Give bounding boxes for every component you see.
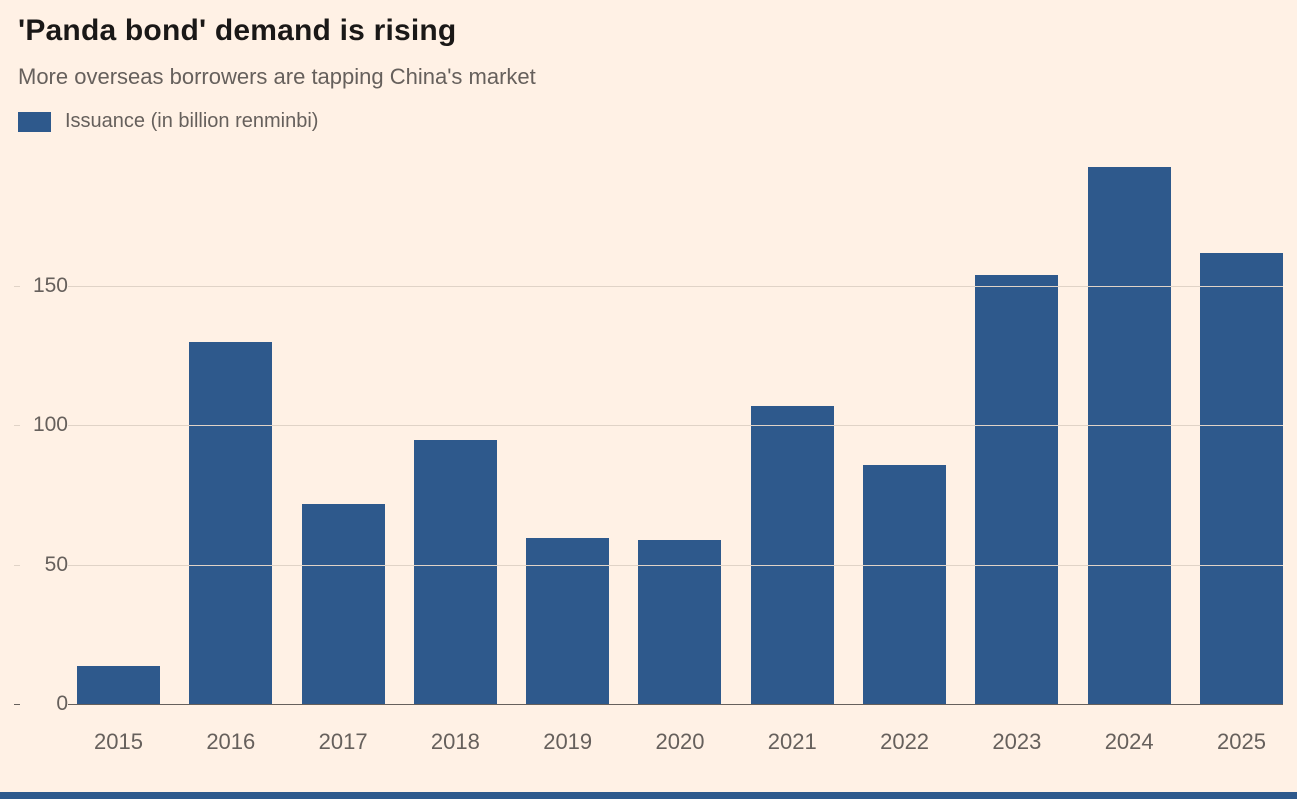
x-tick-label: 2017	[318, 729, 368, 754]
bar-2017	[301, 504, 385, 705]
x-axis-baseline	[14, 704, 1283, 705]
y-tick-label: 0	[20, 690, 68, 718]
page-subtitle: More overseas borrowers are tapping Chin…	[18, 64, 536, 89]
bar-slot	[526, 147, 610, 705]
bar-2016	[189, 342, 273, 705]
bar-2015	[77, 665, 160, 705]
legend-label: Issuance (in billion renminbi)	[65, 110, 319, 132]
bar-2018	[413, 439, 497, 705]
bar-2025	[1199, 253, 1283, 705]
x-tick-label: 2015	[94, 729, 143, 754]
gridline	[14, 564, 1283, 566]
bar-slot	[301, 147, 385, 705]
bar-slot	[1087, 147, 1171, 705]
x-tick-label: 2019	[543, 729, 593, 754]
x-tick-label: 2022	[880, 729, 930, 754]
bar-slot	[750, 147, 834, 705]
footer-strip	[0, 792, 1297, 799]
x-tick-label: 2023	[992, 729, 1042, 754]
x-tick-label: 2021	[767, 729, 817, 754]
x-tick-label: 2020	[655, 729, 705, 754]
plot-area: 0 50 100 150	[14, 147, 1283, 718]
bar-slot	[77, 147, 160, 705]
bar-slot	[189, 147, 273, 705]
page-title: 'Panda bond' demand is rising	[18, 14, 457, 47]
x-tick-label: 2025	[1216, 729, 1266, 754]
bar-slot	[413, 147, 497, 705]
x-tick-label: 2016	[206, 729, 256, 754]
x-tick-label: 2024	[1104, 729, 1154, 754]
y-tick-label: 100	[20, 411, 68, 439]
legend-swatch-icon	[18, 111, 51, 132]
bars-container	[77, 147, 1283, 705]
x-axis-labels: 2015 2016 2017 2018 2019 2020 2021 2022 2023 2024…	[77, 715, 1283, 773]
x-tick-label: 2018	[430, 729, 480, 754]
bar-2020	[638, 540, 722, 705]
bar-slot	[975, 147, 1059, 705]
y-tick-label: 50	[20, 550, 68, 579]
bar-slot	[1199, 147, 1283, 705]
gridline	[14, 425, 1283, 426]
bar-2019	[526, 537, 610, 705]
chart: 0 50 100 150 2015 2016 2017 2018 2019 2020 2021 20…	[14, 147, 1283, 773]
gridline	[14, 285, 1283, 287]
chart-header: 'Panda bond' demand is rising More overs…	[0, 0, 1297, 133]
y-tick-label: 150	[20, 271, 68, 300]
legend: Issuance (in billion renminbi)	[18, 110, 1277, 133]
bar-2023	[975, 275, 1059, 705]
bar-slot	[863, 147, 947, 705]
bar-2022	[863, 465, 947, 705]
bar-2024	[1087, 166, 1171, 705]
bar-slot	[638, 147, 722, 705]
bar-2021	[750, 406, 834, 705]
